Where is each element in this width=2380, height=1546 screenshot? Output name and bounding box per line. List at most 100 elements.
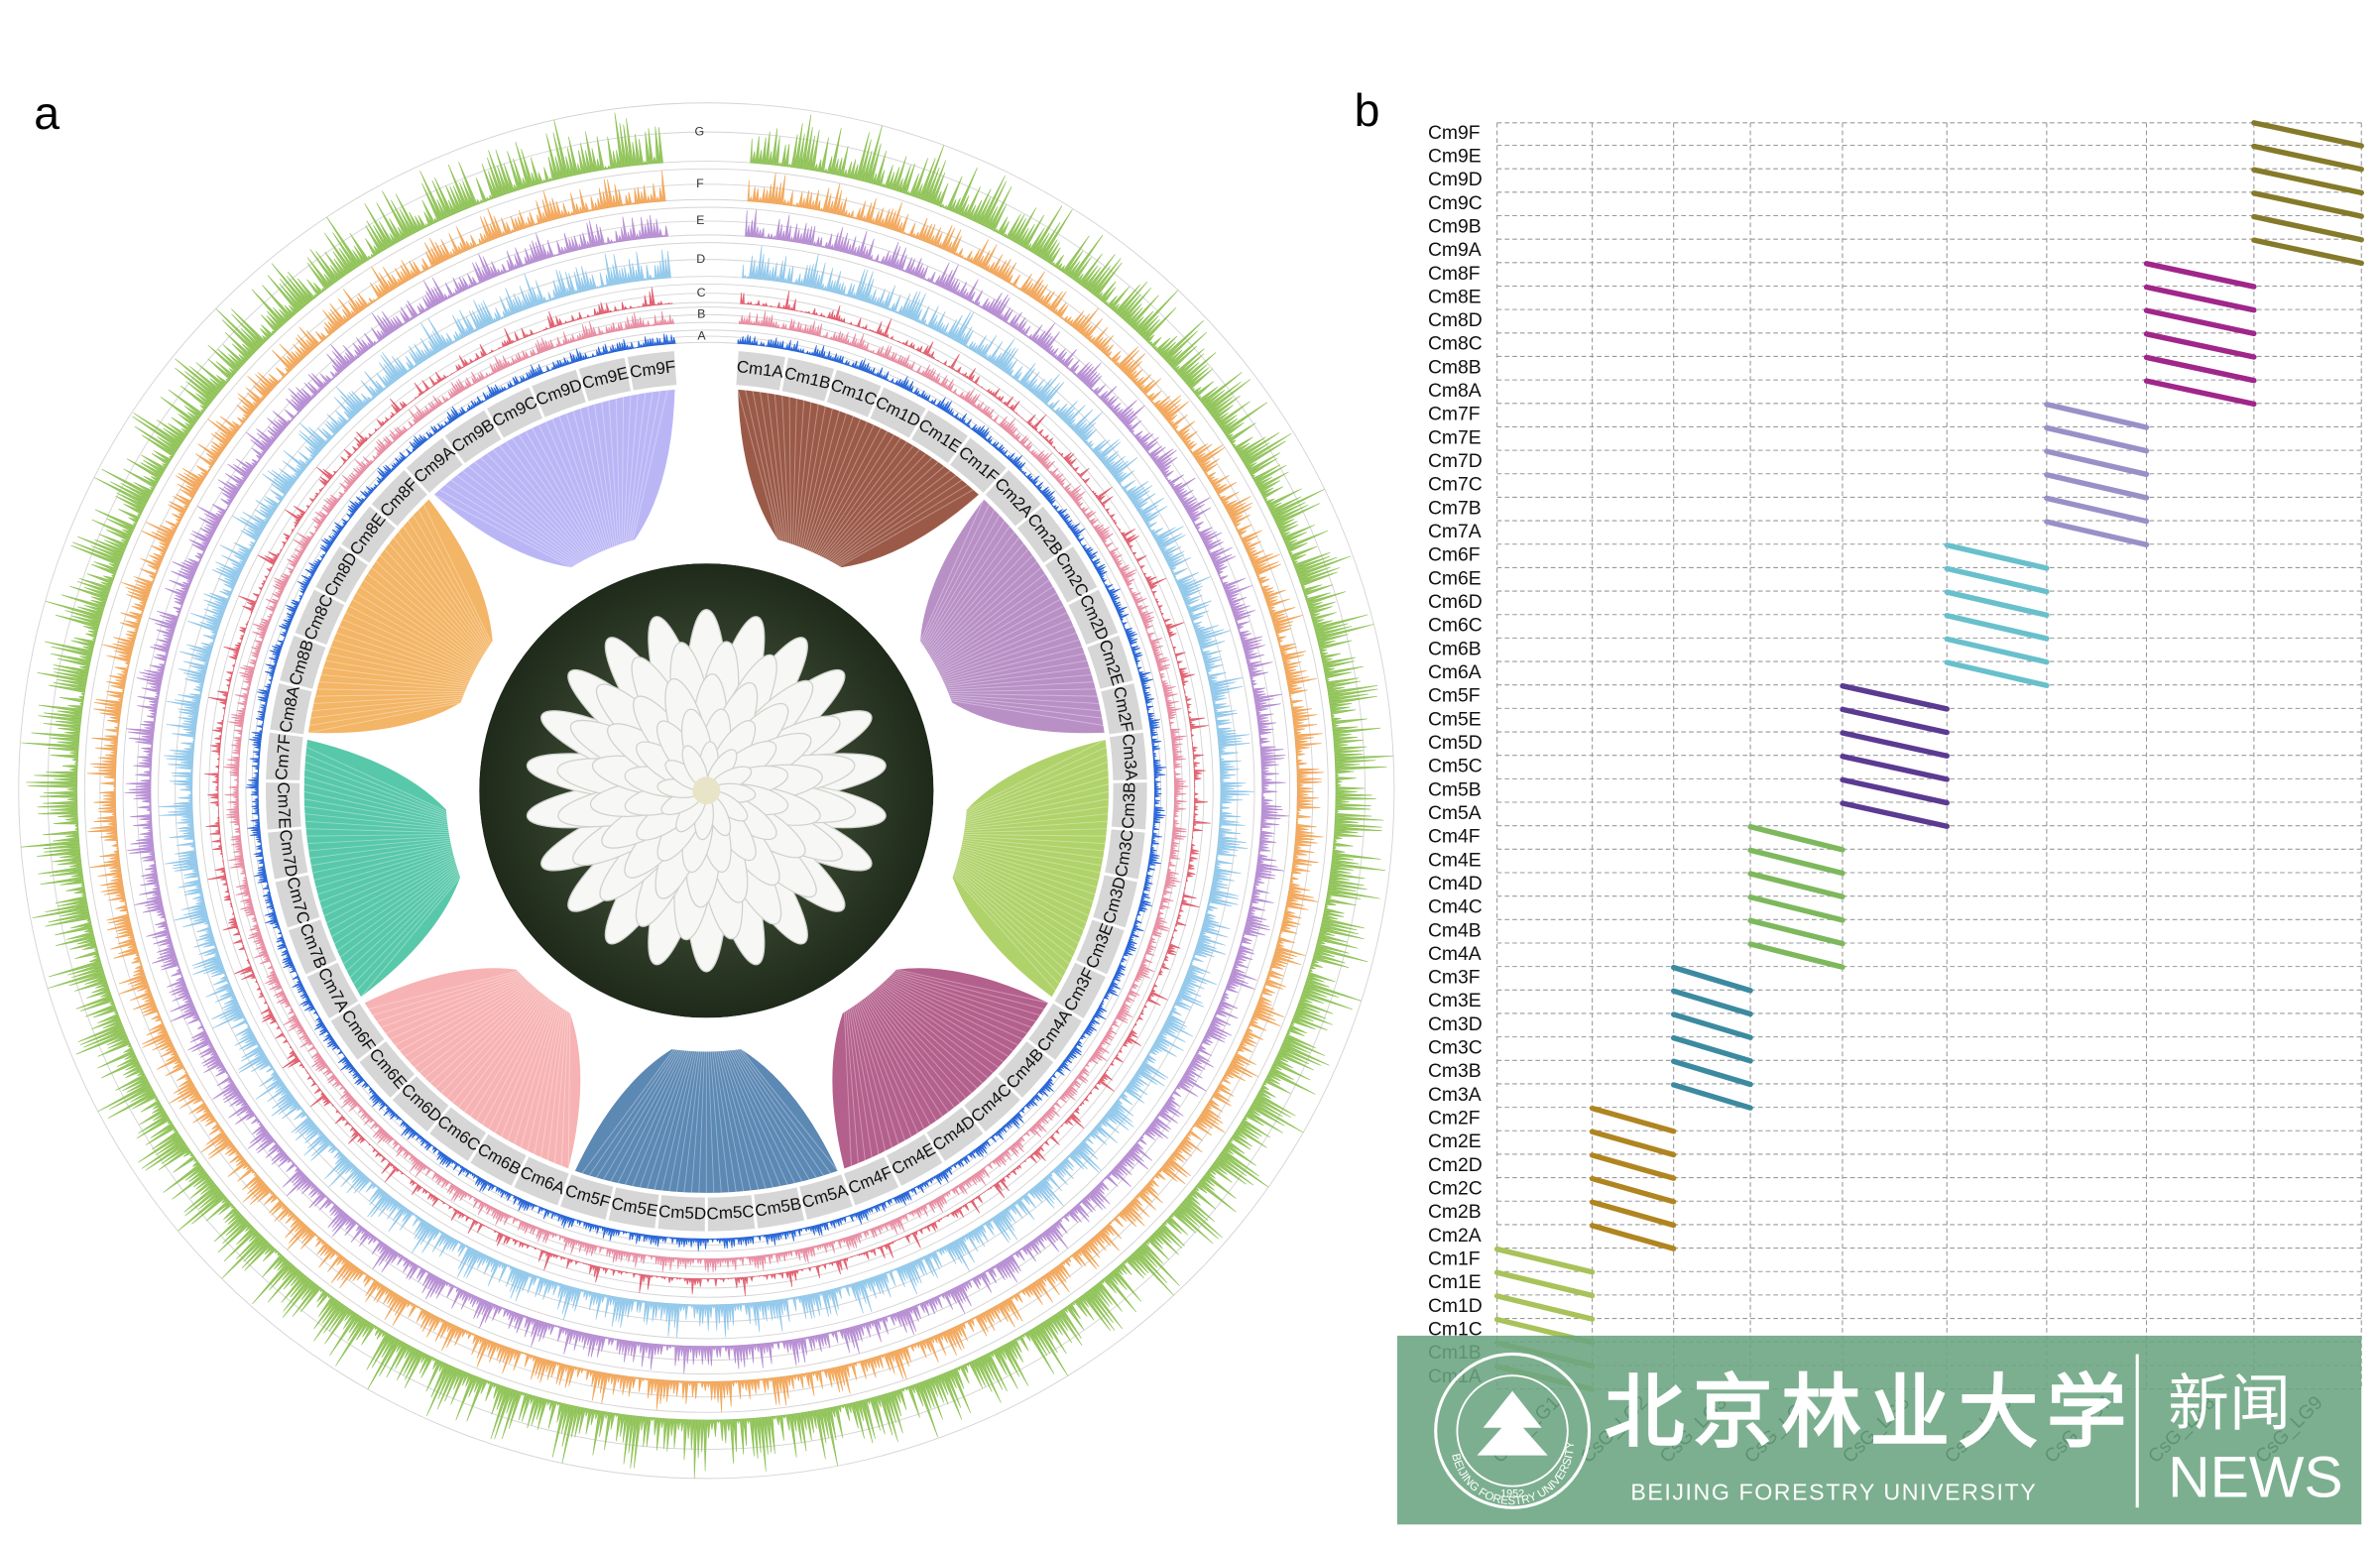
chromosome-label: Cm7E (274, 781, 295, 829)
ribbon-texture (315, 692, 465, 697)
synteny-line (1944, 589, 2050, 618)
ribbon-texture (820, 441, 907, 557)
y-tick-label: Cm6E (1428, 567, 1482, 589)
synteny-line (1840, 730, 1950, 759)
chromosome-band (985, 469, 1041, 527)
news-en: NEWS (2168, 1445, 2343, 1509)
ribbon-texture (675, 1051, 700, 1192)
track-guide (122, 206, 1291, 1375)
ribbon-texture (931, 560, 1037, 659)
y-tick-label: Cm2F (1428, 1108, 1481, 1130)
ribbon-texture (829, 461, 939, 561)
ribbon-texture (339, 866, 457, 958)
y-tick-label: Cm2B (1428, 1201, 1482, 1223)
ribbon-texture (385, 976, 524, 1034)
y-tick-label: Cm4D (1428, 873, 1483, 894)
ribbon-texture (933, 573, 1046, 663)
ribbon-texture (752, 391, 782, 541)
ribbon-texture (856, 1003, 906, 1141)
ribbon-texture (715, 1051, 745, 1192)
synteny-ribbon (433, 389, 675, 568)
ribbon-texture (359, 585, 478, 666)
y-tick-label: Cm3E (1428, 990, 1482, 1011)
track-guide (229, 313, 1183, 1267)
synteny-line (2143, 284, 2257, 313)
ribbon-texture (944, 659, 1088, 685)
ribbon-texture (345, 612, 474, 673)
ribbon-texture (836, 479, 963, 565)
seal-ring (1434, 1352, 1592, 1509)
y-tick-label: Cm9C (1428, 192, 1483, 214)
ribbon-texture (303, 790, 448, 824)
ribbon-texture (565, 413, 608, 549)
ribbon-texture (874, 990, 972, 1094)
chromosome-band (627, 351, 677, 391)
ribbon-texture (304, 820, 449, 832)
ribbon-texture (330, 646, 470, 682)
ribbon-texture (608, 400, 619, 545)
ribbon-texture (409, 982, 531, 1063)
ribbon-texture (316, 688, 465, 693)
ribbon-texture (306, 834, 449, 837)
ribbon-texture (885, 980, 1013, 1052)
ribbon-texture (852, 1007, 887, 1151)
ribbon-texture (452, 993, 542, 1104)
ribbon-texture (305, 754, 447, 814)
ribbon-texture (414, 984, 533, 1068)
synteny-line (1840, 776, 1950, 806)
ribbon-texture (492, 449, 589, 558)
chromosome-band (911, 410, 968, 464)
chromosome-band (406, 437, 463, 493)
ribbon-texture (403, 526, 488, 650)
chromosome-label: Cm7F (272, 734, 295, 781)
ribbon-texture (815, 430, 889, 554)
ribbon-texture (349, 871, 459, 978)
ribbon-texture (307, 835, 450, 845)
ribbon-texture (817, 434, 894, 555)
synteny-ribbon (364, 968, 581, 1169)
ribbon-texture (507, 1003, 556, 1141)
synteny-line (2143, 261, 2257, 290)
chromosome-band (1105, 829, 1145, 880)
y-tick-label: Cm5F (1428, 685, 1481, 707)
track-guide (83, 168, 1329, 1413)
ribbon-texture (336, 632, 472, 678)
news-cn: 新闻 (2168, 1370, 2291, 1439)
ribbon-texture (450, 479, 577, 565)
track-histogram (124, 209, 1290, 1374)
synteny-ribbon (303, 739, 461, 998)
ribbon-texture (963, 837, 1105, 852)
ribbon-texture (534, 1008, 563, 1154)
chromosome-band (826, 369, 882, 417)
chromosome-band (429, 1107, 487, 1161)
ribbon-texture (429, 988, 536, 1084)
synteny-ribbon (952, 739, 1109, 998)
y-tick-label: Cm5B (1428, 778, 1482, 800)
ribbon-texture (551, 418, 605, 551)
y-tick-label: Cm7D (1428, 450, 1483, 472)
ribbon-texture (342, 619, 473, 675)
ribbon-texture (313, 694, 464, 704)
ribbon-texture (413, 515, 490, 647)
ribbon-texture (955, 868, 1070, 965)
ribbon-texture (964, 805, 1109, 828)
chromosome-band (270, 683, 312, 735)
synteny-line (1944, 659, 2050, 688)
y-tick-label: Cm7F (1428, 404, 1481, 425)
synteny-line (1493, 1246, 1596, 1275)
ribbon-texture (960, 849, 1096, 895)
ribbon-texture (433, 494, 572, 568)
chromosome-band (1028, 1003, 1083, 1060)
ribbon-texture (331, 860, 456, 938)
ribbon-texture (959, 854, 1090, 916)
ribbon-texture (456, 474, 579, 564)
ribbon-texture (966, 746, 1107, 812)
track-guide (18, 102, 1395, 1480)
ribbon-texture (962, 839, 1104, 859)
ribbon-texture (922, 515, 1001, 647)
ribbon-texture (949, 694, 1100, 704)
ribbon-texture (870, 993, 961, 1104)
ribbon-texture (537, 424, 601, 553)
ribbon-texture (858, 1002, 912, 1137)
ribbon-texture (318, 681, 466, 691)
